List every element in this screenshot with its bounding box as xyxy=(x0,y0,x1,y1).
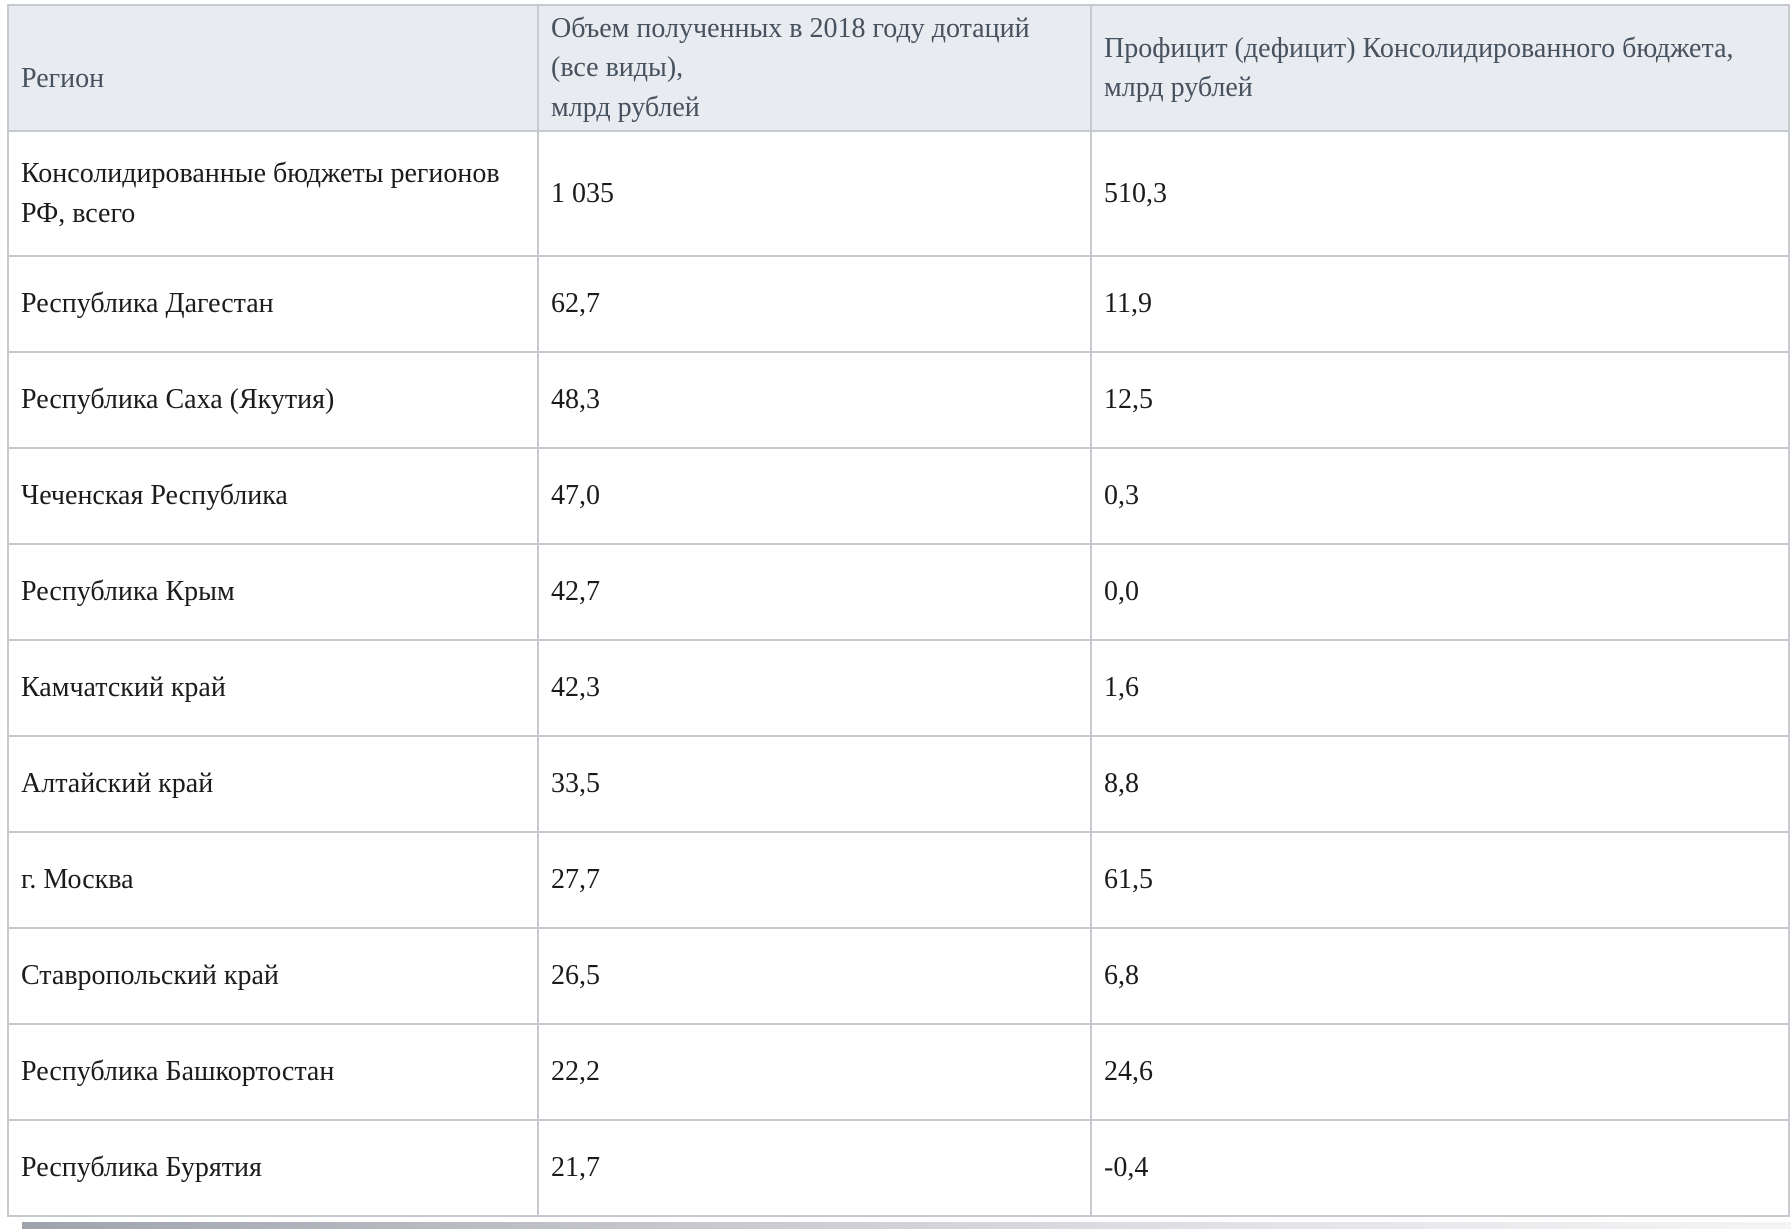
region-cell: Камчатский край xyxy=(7,639,539,737)
column-header-grants-2018: Объем полученных в 2018 году дотаций (вс… xyxy=(537,4,1092,132)
surplus-cell: 24,6 xyxy=(1090,1023,1790,1121)
table-row: Камчатский край 42,3 1,6 xyxy=(7,639,1790,737)
table-row: Республика Дагестан 62,7 11,9 xyxy=(7,255,1790,353)
grants-cell: 62,7 xyxy=(537,255,1092,353)
grants-cell: 33,5 xyxy=(537,735,1092,833)
region-cell: Республика Башкортостан xyxy=(7,1023,539,1121)
grants-cell: 42,7 xyxy=(537,543,1092,641)
surplus-cell: 11,9 xyxy=(1090,255,1790,353)
column-header-region: Регион xyxy=(7,4,539,132)
table-row: г. Москва 27,7 61,5 xyxy=(7,831,1790,929)
table-row: Республика Башкортостан 22,2 24,6 xyxy=(7,1023,1790,1121)
column-header-budget-surplus: Профицит (дефицит) Консолидированного бю… xyxy=(1090,4,1790,132)
surplus-cell: 0,3 xyxy=(1090,447,1790,545)
grants-cell: 47,0 xyxy=(537,447,1092,545)
surplus-cell: 510,3 xyxy=(1090,130,1790,257)
surplus-cell: 61,5 xyxy=(1090,831,1790,929)
region-cell: Республика Бурятия xyxy=(7,1119,539,1217)
grants-cell: 48,3 xyxy=(537,351,1092,449)
region-cell: Чеченская Республика xyxy=(7,447,539,545)
region-cell: Консолидированные бюджеты регионов РФ, в… xyxy=(7,130,539,257)
grants-cell: 26,5 xyxy=(537,927,1092,1025)
table-row: Алтайский край 33,5 8,8 xyxy=(7,735,1790,833)
region-cell: Республика Дагестан xyxy=(7,255,539,353)
region-cell: Алтайский край xyxy=(7,735,539,833)
grants-cell: 21,7 xyxy=(537,1119,1092,1217)
table-row: Ставропольский край 26,5 6,8 xyxy=(7,927,1790,1025)
region-cell: Ставропольский край xyxy=(7,927,539,1025)
bottom-edge-artifact xyxy=(22,1222,1791,1229)
grants-cell: 42,3 xyxy=(537,639,1092,737)
surplus-cell: 6,8 xyxy=(1090,927,1790,1025)
table-header: Регион Объем полученных в 2018 году дота… xyxy=(7,4,1790,132)
surplus-cell: 12,5 xyxy=(1090,351,1790,449)
header-row: Регион Объем полученных в 2018 году дота… xyxy=(7,4,1790,132)
regions-budget-table: Регион Объем полученных в 2018 году дота… xyxy=(7,4,1790,1217)
grants-cell: 27,7 xyxy=(537,831,1092,929)
region-cell: Республика Крым xyxy=(7,543,539,641)
surplus-cell: 8,8 xyxy=(1090,735,1790,833)
table-row: Чеченская Республика 47,0 0,3 xyxy=(7,447,1790,545)
table-row: Консолидированные бюджеты регионов РФ, в… xyxy=(7,130,1790,257)
table-row: Республика Крым 42,7 0,0 xyxy=(7,543,1790,641)
surplus-cell: -0,4 xyxy=(1090,1119,1790,1217)
surplus-cell: 0,0 xyxy=(1090,543,1790,641)
grants-cell: 1 035 xyxy=(537,130,1092,257)
grants-cell: 22,2 xyxy=(537,1023,1092,1121)
region-cell: г. Москва xyxy=(7,831,539,929)
surplus-cell: 1,6 xyxy=(1090,639,1790,737)
table-body: Консолидированные бюджеты регионов РФ, в… xyxy=(7,130,1790,1217)
table-row: Республика Саха (Якутия) 48,3 12,5 xyxy=(7,351,1790,449)
table-row: Республика Бурятия 21,7 -0,4 xyxy=(7,1119,1790,1217)
region-cell: Республика Саха (Якутия) xyxy=(7,351,539,449)
